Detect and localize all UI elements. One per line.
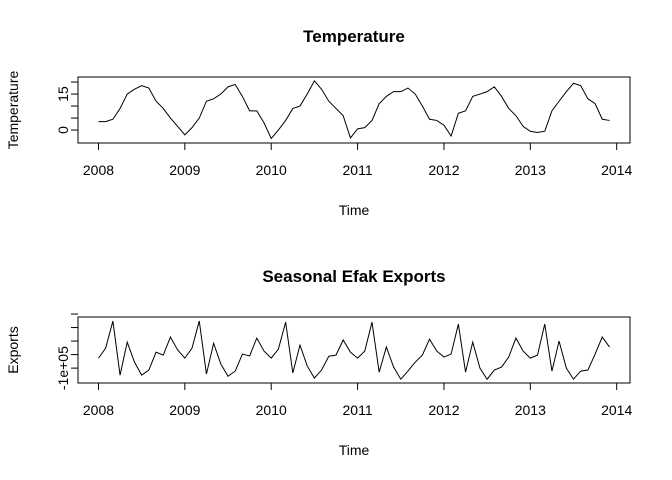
x-tick-label: 2008 [83, 402, 114, 418]
y-tick-label: 0 [55, 126, 71, 134]
chart-title: Temperature [303, 27, 405, 46]
chart-title: Seasonal Efak Exports [262, 267, 445, 286]
x-axis-label: Time [339, 442, 370, 458]
y-tick-label: -1e+05 [55, 346, 71, 390]
x-tick-label: 2009 [169, 162, 200, 178]
x-tick-label: 2008 [83, 162, 114, 178]
x-tick-label: 2009 [169, 402, 200, 418]
plot-frame [77, 76, 631, 144]
x-axis-label: Time [339, 202, 370, 218]
x-tick-label: 2012 [428, 162, 459, 178]
x-tick-label: 2014 [601, 162, 632, 178]
y-axis-label: Temperature [5, 70, 21, 149]
series-line [98, 79, 610, 140]
series-line [98, 320, 610, 381]
x-tick-label: 2011 [343, 402, 373, 418]
x-tick-label: 2013 [515, 402, 546, 418]
plot-frame [77, 316, 631, 384]
y-axis-label: Exports [5, 326, 21, 373]
x-tick-label: 2010 [256, 402, 287, 418]
x-tick-label: 2013 [515, 162, 546, 178]
x-tick-label: 2010 [256, 162, 287, 178]
x-tick-label: 2014 [601, 402, 632, 418]
y-tick-label: 15 [55, 86, 71, 102]
x-tick-label: 2011 [343, 162, 373, 178]
x-tick-label: 2012 [428, 402, 459, 418]
